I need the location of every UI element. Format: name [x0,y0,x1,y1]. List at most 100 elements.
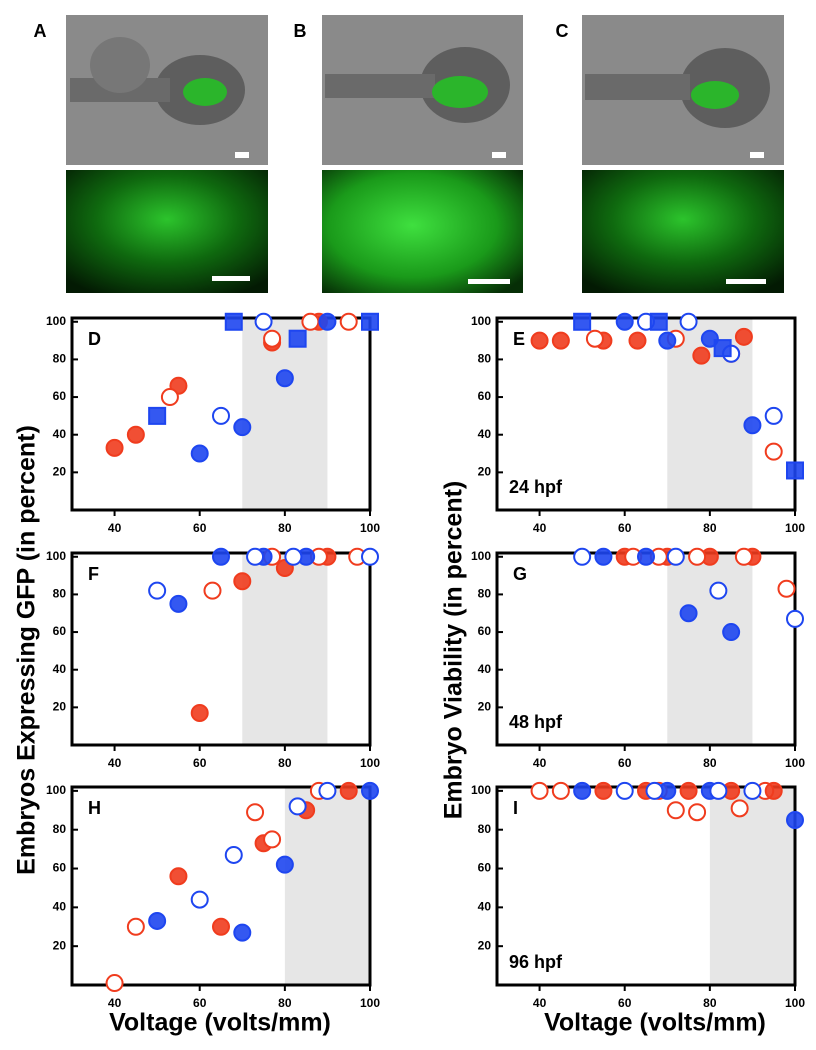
point [722,623,741,642]
point [573,781,592,800]
y-tick-label: 100 [471,783,491,797]
y-tick-label: 100 [471,549,491,563]
x-tick-label: 60 [618,521,632,535]
point [743,781,762,800]
point [688,803,707,822]
point [786,811,804,829]
image-label: A [34,21,47,41]
point [212,406,230,425]
point [679,781,698,800]
point [615,781,634,800]
point [530,781,549,800]
x-tick-label: 100 [360,756,380,770]
y-axis-label: Embryo Viability (in percent) [440,481,468,820]
point [288,797,307,816]
point [573,312,592,331]
point [615,312,634,331]
scatter-plot: 20 40 60 80 100 40 60 80 100 E 24 hpf [471,312,805,535]
annotation: 48 hpf [509,712,563,732]
point [645,781,664,800]
shaded-range [242,318,328,510]
y-tick-label: 60 [53,389,67,403]
x-tick-label: 80 [703,521,717,535]
y-tick-label: 20 [478,938,492,952]
point [709,581,728,600]
point [764,406,783,425]
point [551,781,570,800]
x-tick-label: 100 [785,756,805,770]
y-tick-label: 100 [471,314,491,328]
y-tick-label: 80 [53,352,67,366]
point [212,917,230,936]
point [224,845,243,864]
image-label: B [294,21,307,41]
point [105,438,124,457]
panel-label: G [513,564,527,584]
y-tick-label: 80 [478,587,492,601]
plot-frame [70,785,372,987]
photo-a [66,15,268,293]
x-axis-label: Voltage (volts/mm) [109,1009,331,1037]
point [679,312,698,331]
point [105,974,124,993]
point [361,781,379,800]
y-tick-label: 40 [53,662,67,676]
x-tick-label: 60 [193,756,207,770]
panel-label: D [88,329,101,349]
photo-c [582,15,784,293]
point [734,327,753,346]
y-tick-label: 80 [53,822,67,836]
point [764,781,783,800]
y-tick-label: 60 [53,861,67,875]
x-tick-label: 60 [618,996,632,1010]
panel-label: E [513,329,525,349]
y-tick-label: 100 [46,314,66,328]
y-tick-label: 60 [53,624,67,638]
point [530,331,549,350]
point [743,416,762,435]
scatter-plot: 20 40 60 80 100 40 60 80 100 D [46,312,380,535]
x-tick-label: 40 [108,521,122,535]
y-tick-label: 40 [53,427,67,441]
point [786,609,804,628]
x-tick-label: 80 [278,521,292,535]
panel-label: H [88,798,101,818]
x-tick-label: 100 [785,996,805,1010]
y-tick-label: 40 [478,662,492,676]
point [233,418,252,437]
photo-b [322,15,523,293]
x-tick-label: 60 [193,521,207,535]
point [318,781,337,800]
panel-label: I [513,798,518,818]
image-label: C [556,21,569,41]
point [551,331,570,350]
y-tick-label: 100 [46,783,66,797]
point [246,547,265,566]
x-tick-label: 40 [533,996,547,1010]
annotation: 24 hpf [509,477,563,497]
shaded-range [709,787,795,985]
point [246,803,265,822]
point [688,547,707,566]
x-tick-label: 80 [703,756,717,770]
point [361,547,379,566]
point [126,425,145,444]
x-tick-label: 80 [278,996,292,1010]
point [190,704,209,722]
point [692,346,711,365]
scatter-plot: 20 40 60 80 100 40 60 80 100 F [46,547,380,770]
point [730,799,749,818]
y-tick-label: 60 [478,624,492,638]
point [224,312,243,331]
y-tick-label: 20 [53,700,67,714]
point [594,781,613,800]
annotation: 96 hpf [509,952,563,972]
y-tick-label: 80 [53,587,67,601]
x-axis-label: Voltage (volts/mm) [544,1009,766,1037]
point [628,331,647,350]
point [148,911,167,930]
point [658,331,677,350]
point [288,329,307,348]
point [275,369,294,388]
